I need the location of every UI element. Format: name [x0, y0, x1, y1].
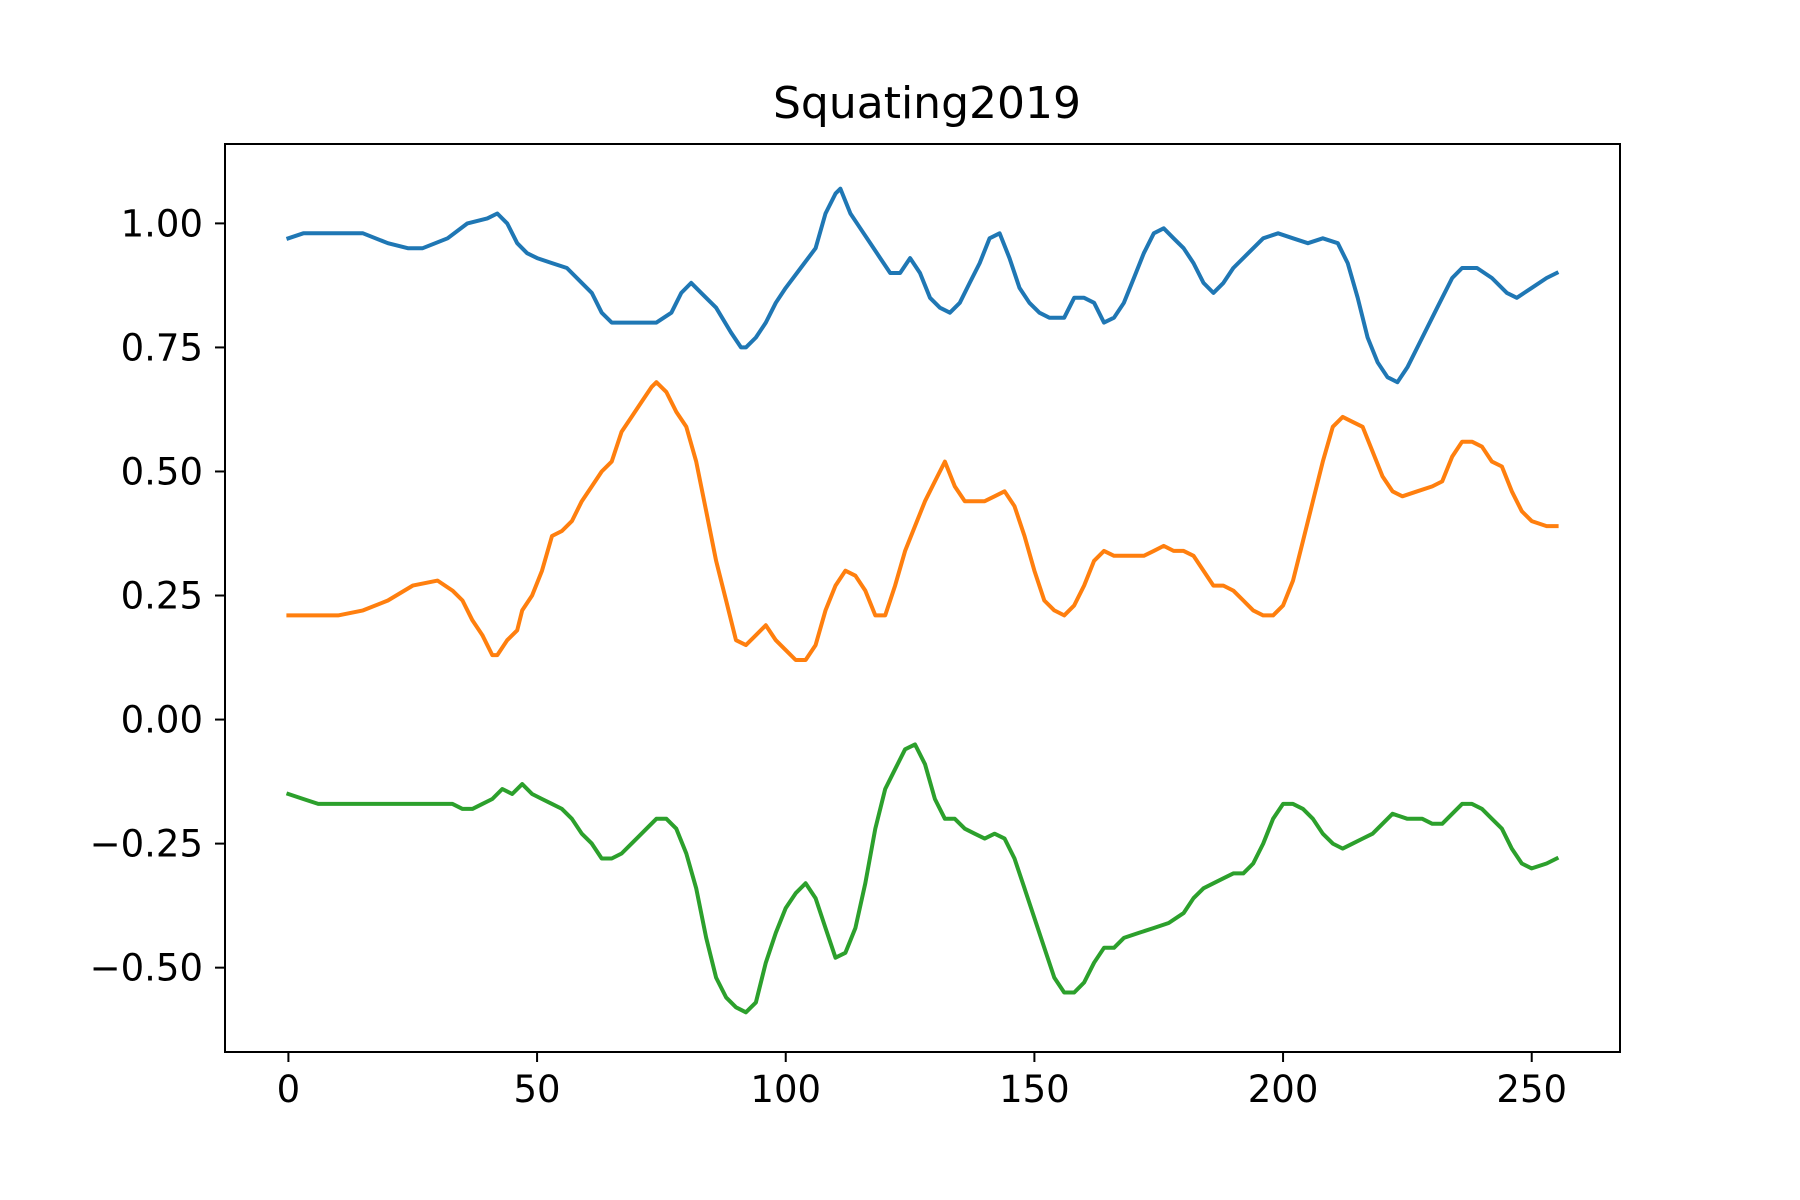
y-tick-label: −0.50: [90, 947, 203, 990]
plot-frame: [224, 143, 1621, 1053]
x-tick-label: 0: [277, 1068, 301, 1111]
y-tick-label: 0.50: [121, 450, 203, 493]
y-tick-label: −0.25: [90, 823, 203, 866]
series-line-3: [285, 742, 1560, 1015]
series-line-2: [286, 380, 1559, 662]
tick-layer: 0 50 100 150 200 250 1.00 0.75 0.50 0.25 0.00 −0.25…: [90, 202, 1567, 1111]
y-tick-label: 0.00: [121, 699, 203, 742]
x-tick-label: 250: [1496, 1068, 1567, 1111]
y-tick-label: 1.00: [121, 202, 203, 245]
y-tick-label: 0.25: [121, 575, 203, 618]
x-tick-label: 100: [750, 1068, 821, 1111]
series-layer: [285, 186, 1560, 1015]
chart-title: Squating2019: [773, 78, 1081, 129]
x-tick-label: 150: [999, 1068, 1070, 1111]
y-tick-label: 0.75: [121, 326, 203, 369]
x-tick-label: 200: [1248, 1068, 1319, 1111]
series-line-1: [285, 186, 1560, 385]
x-tick-label: 50: [514, 1068, 561, 1111]
